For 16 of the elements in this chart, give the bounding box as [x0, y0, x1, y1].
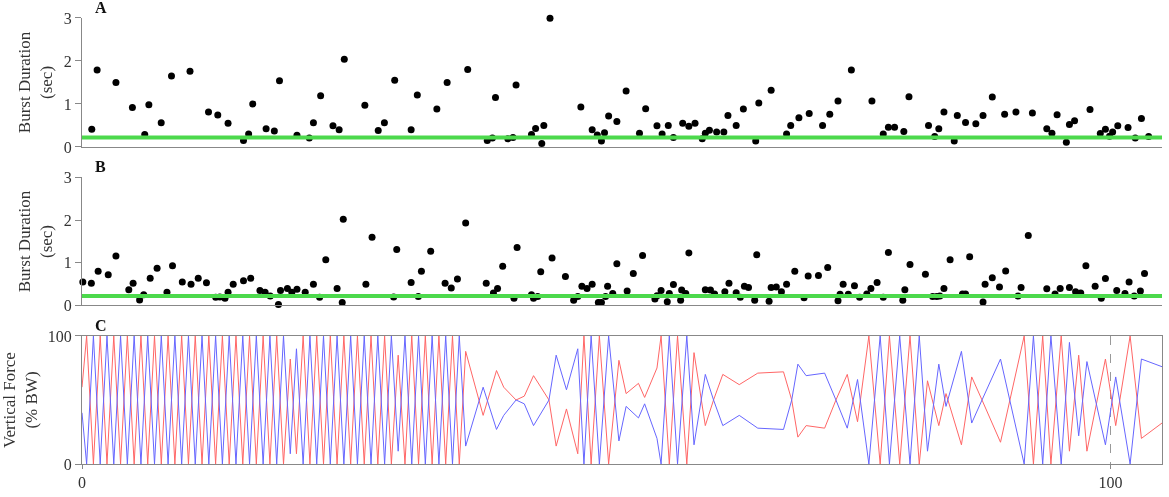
y-tick-label: 0	[63, 138, 72, 156]
y-tick-label: 100	[47, 327, 72, 345]
y-tick-label: 2	[63, 211, 72, 229]
text: B	[95, 158, 106, 175]
text: A	[95, 0, 107, 16]
y-axis-title: Vertical Force (% BW)	[0, 352, 42, 448]
y-axis-title: Burst Duration (sec)	[15, 31, 57, 134]
text: C	[95, 317, 107, 334]
y-tick-label: 3	[63, 9, 72, 27]
y-tick-label: 3	[63, 169, 72, 187]
y-tick-label: 1	[63, 254, 72, 272]
y-tick-label: 2	[63, 52, 72, 70]
y-axis-title: Burst Duration (sec)	[15, 190, 57, 293]
y-tick-label: 1	[63, 95, 72, 113]
y-tick-label: 0	[63, 297, 72, 315]
y-tick-label: 0	[63, 455, 72, 473]
